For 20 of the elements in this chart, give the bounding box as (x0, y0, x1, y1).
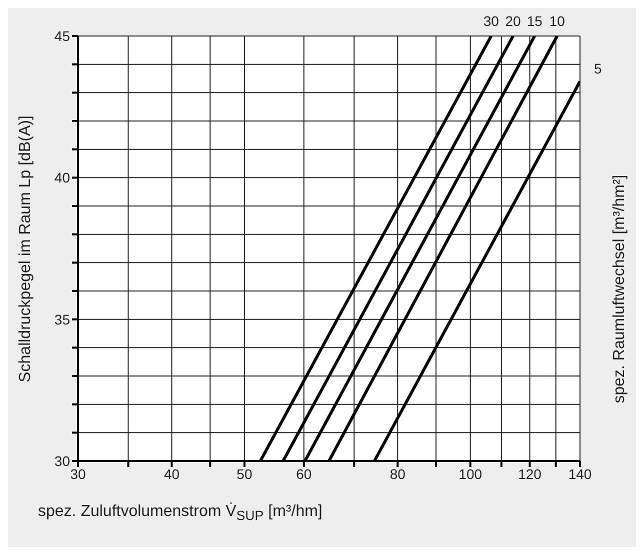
series-label: 20 (505, 13, 522, 29)
x-axis-title: spez. Zuluftvolumenstrom V̇$_{SUP}$ [m³/hm] (38, 503, 322, 524)
series-label: 10 (549, 13, 566, 29)
series-label: 30 (483, 13, 500, 29)
x-tick-label: 50 (236, 466, 252, 482)
x-tick-label: 80 (390, 466, 406, 482)
y-axis-title: Schalldruckpegel im Raum Lp [dB(A)] (17, 115, 35, 382)
y-tick-label: 30 (54, 452, 70, 469)
x-tick-label: 60 (296, 466, 312, 482)
series-label: 15 (526, 13, 543, 29)
x-tick-label: 40 (164, 466, 180, 482)
series-label: 5 (594, 60, 602, 76)
x-tick-label: 100 (458, 466, 482, 482)
x-tick-label: 120 (518, 466, 542, 482)
x-tick-label: 30 (70, 466, 86, 482)
y-tick-label: 45 (54, 28, 70, 44)
x-tick-label: 140 (568, 466, 592, 482)
y-tick-label: 35 (54, 311, 70, 328)
y2-axis-title: spez. Raumluftwechsel [m³/hm²] (611, 174, 629, 403)
y-tick-label: 40 (54, 170, 70, 186)
